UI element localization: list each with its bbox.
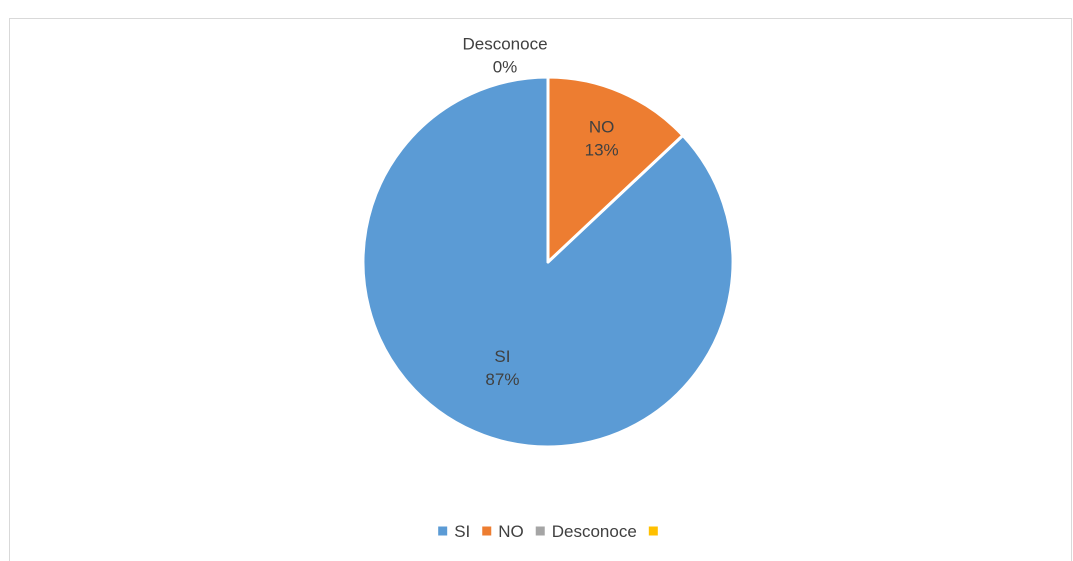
legend-swatch-desconoce — [535, 526, 545, 536]
pie-slices — [361, 75, 735, 449]
data-label-si-name: SI — [494, 347, 510, 366]
legend-swatch-si — [438, 526, 448, 536]
legend: SI NO Desconoce — [438, 522, 658, 541]
legend-label-desconoce: Desconoce — [552, 522, 637, 541]
legend-label-no: NO — [498, 522, 524, 541]
legend-label-si: SI — [454, 522, 470, 541]
data-label-no-name: NO — [589, 118, 615, 137]
data-label-desconoce-name: Desconoce — [462, 35, 547, 54]
data-label-no-percent: 13% — [585, 141, 619, 160]
chart-frame — [9, 18, 1072, 561]
pie-slice-no — [546, 75, 685, 264]
legend-swatch-unnamed — [648, 526, 658, 536]
legend-swatch-no — [482, 526, 492, 536]
data-labels: SI 87% NO 13% Desconoce 0% — [462, 35, 618, 389]
data-label-si-percent: 87% — [485, 370, 519, 389]
data-label-desconoce-percent: 0% — [493, 58, 518, 77]
